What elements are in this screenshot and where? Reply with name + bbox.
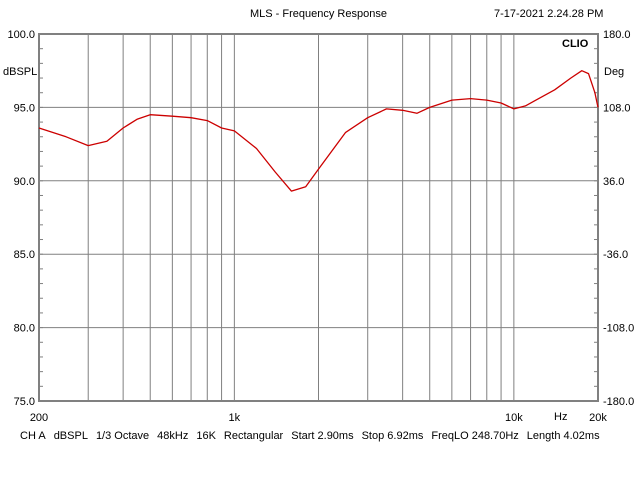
footer-info: CH A dBSPL 1/3 Octave 48kHz 16K Rectangular St… <box>20 430 600 442</box>
timestamp: 7-17-2021 2.24.28 PM <box>494 8 604 20</box>
x-tick-label: 10k <box>505 412 523 424</box>
y2-tick-label: -36.0 <box>603 249 628 261</box>
x-tick-label: 1k <box>229 412 241 424</box>
x-axis-unit: Hz <box>554 411 568 423</box>
y-tick-label: 100.0 <box>7 29 35 41</box>
footer-item: CH A <box>20 430 46 442</box>
footer-item: 48kHz <box>157 430 189 442</box>
footer-item: 16K <box>196 430 216 442</box>
footer-item: FreqLO 248.70Hz <box>431 430 519 442</box>
chart-title: MLS - Frequency Response <box>250 8 387 20</box>
y2-tick-label: 36.0 <box>603 176 624 188</box>
footer-item: dBSPL <box>53 430 88 442</box>
y-tick-label: 85.0 <box>14 249 35 261</box>
y2-tick-label: -180.0 <box>603 396 634 408</box>
footer-item: Length 4.02ms <box>526 430 600 442</box>
y2-tick-label: 108.0 <box>603 102 631 114</box>
footer-item: Stop 6.92ms <box>361 430 424 442</box>
x-tick-label: 200 <box>30 412 48 424</box>
series-line <box>38 70 599 192</box>
y-tick-label: 80.0 <box>14 323 35 335</box>
y-axis-label: dBSPL <box>3 66 38 78</box>
footer-item: Start 2.90ms <box>291 430 354 442</box>
footer-item: Rectangular <box>223 430 284 442</box>
y2-tick-label: 180.0 <box>603 29 631 41</box>
y-tick-label: 90.0 <box>14 176 35 188</box>
y2-axis-label: Deg <box>604 66 625 78</box>
plot-frame <box>38 33 599 402</box>
y-tick-label: 75.0 <box>14 396 35 408</box>
y2-tick-label: -108.0 <box>603 323 634 335</box>
x-tick-label: 20k <box>589 412 607 424</box>
footer-item: 1/3 Octave <box>95 430 150 442</box>
y-tick-label: 95.0 <box>14 102 35 114</box>
brand-label: CLIO <box>562 38 589 50</box>
